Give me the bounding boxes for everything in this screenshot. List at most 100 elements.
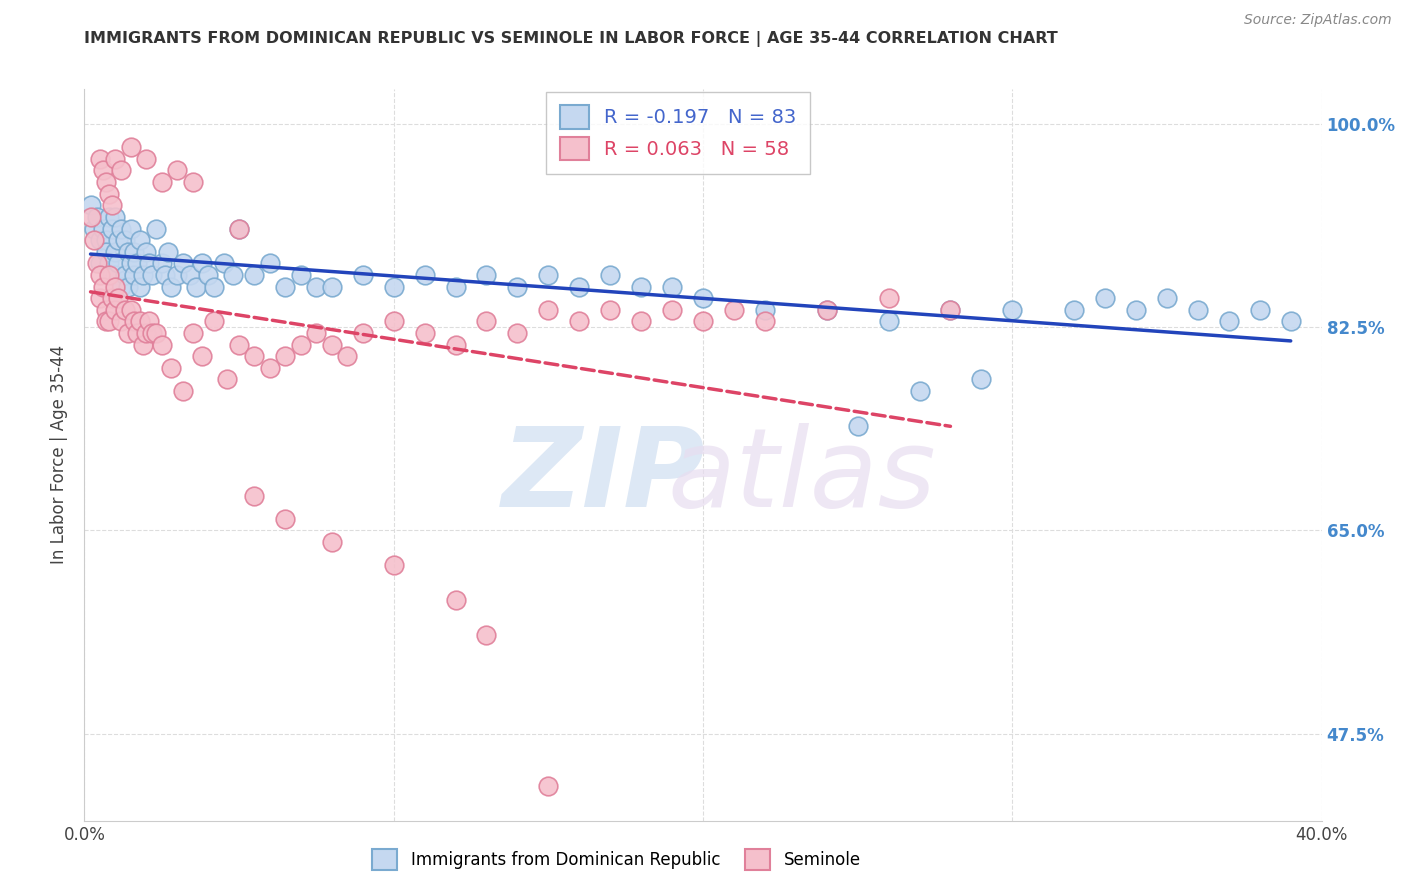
Point <box>91 221 114 235</box>
Point <box>160 279 183 293</box>
Point <box>110 163 132 178</box>
Point <box>336 349 359 363</box>
Point <box>877 291 900 305</box>
Point <box>908 384 931 398</box>
Point <box>846 418 869 433</box>
Text: IMMIGRANTS FROM DOMINICAN REPUBLIC VS SEMINOLE IN LABOR FORCE | AGE 35-44 CORREL: IMMIGRANTS FROM DOMINICAN REPUBLIC VS SE… <box>84 31 1059 47</box>
Text: Source: ZipAtlas.com: Source: ZipAtlas.com <box>1244 13 1392 28</box>
Point <box>537 268 560 282</box>
Point <box>970 372 993 386</box>
Point <box>150 256 173 270</box>
Point <box>475 628 498 642</box>
Point <box>138 256 160 270</box>
Point <box>89 256 111 270</box>
Point <box>191 256 214 270</box>
Point <box>382 558 405 573</box>
Point <box>243 489 266 503</box>
Point <box>382 314 405 328</box>
Point <box>754 302 776 317</box>
Point <box>91 163 114 178</box>
Point <box>132 337 155 351</box>
Point <box>120 256 142 270</box>
Point <box>475 314 498 328</box>
Point <box>104 244 127 259</box>
Point <box>98 186 121 201</box>
Point <box>94 244 117 259</box>
Point <box>444 593 467 607</box>
Point <box>101 291 124 305</box>
Point <box>125 326 148 340</box>
Point <box>202 279 225 293</box>
Point <box>89 152 111 166</box>
Point <box>153 268 176 282</box>
Point <box>1094 291 1116 305</box>
Point <box>138 314 160 328</box>
Point <box>86 256 108 270</box>
Point <box>184 279 207 293</box>
Point <box>120 140 142 154</box>
Point <box>259 256 281 270</box>
Point <box>243 349 266 363</box>
Y-axis label: In Labor Force | Age 35-44: In Labor Force | Age 35-44 <box>51 345 69 565</box>
Point <box>599 268 621 282</box>
Point <box>444 279 467 293</box>
Point <box>166 268 188 282</box>
Point <box>125 256 148 270</box>
Point <box>110 314 132 328</box>
Point <box>160 360 183 375</box>
Point <box>107 291 129 305</box>
Point <box>537 302 560 317</box>
Point <box>117 279 139 293</box>
Point <box>117 244 139 259</box>
Point <box>723 302 745 317</box>
Point <box>305 279 328 293</box>
Point <box>98 268 121 282</box>
Point <box>107 256 129 270</box>
Point <box>939 302 962 317</box>
Point <box>135 326 157 340</box>
Point <box>150 175 173 189</box>
Point <box>413 268 436 282</box>
Point <box>630 279 652 293</box>
Point <box>506 326 529 340</box>
Point <box>91 279 114 293</box>
Point <box>107 233 129 247</box>
Point <box>132 268 155 282</box>
Point <box>104 210 127 224</box>
Point <box>1001 302 1024 317</box>
Text: ZIP: ZIP <box>502 424 706 531</box>
Point <box>101 198 124 212</box>
Point <box>117 326 139 340</box>
Point <box>181 326 204 340</box>
Point <box>274 512 297 526</box>
Point <box>228 337 250 351</box>
Point <box>120 302 142 317</box>
Point <box>692 314 714 328</box>
Point <box>259 360 281 375</box>
Point <box>1125 302 1147 317</box>
Point <box>413 326 436 340</box>
Point <box>166 163 188 178</box>
Text: atlas: atlas <box>668 424 936 531</box>
Point <box>661 302 683 317</box>
Point <box>444 337 467 351</box>
Point <box>243 268 266 282</box>
Point <box>94 233 117 247</box>
Point <box>599 302 621 317</box>
Point <box>228 221 250 235</box>
Point <box>104 302 127 317</box>
Point <box>141 326 163 340</box>
Point <box>98 210 121 224</box>
Point <box>321 279 343 293</box>
Point <box>98 256 121 270</box>
Point <box>94 175 117 189</box>
Point <box>1063 302 1085 317</box>
Point <box>197 268 219 282</box>
Point <box>274 279 297 293</box>
Legend: Immigrants from Dominican Republic, Seminole: Immigrants from Dominican Republic, Semi… <box>364 841 869 878</box>
Point <box>202 314 225 328</box>
Point <box>754 314 776 328</box>
Point <box>179 268 201 282</box>
Point <box>156 244 179 259</box>
Point <box>352 268 374 282</box>
